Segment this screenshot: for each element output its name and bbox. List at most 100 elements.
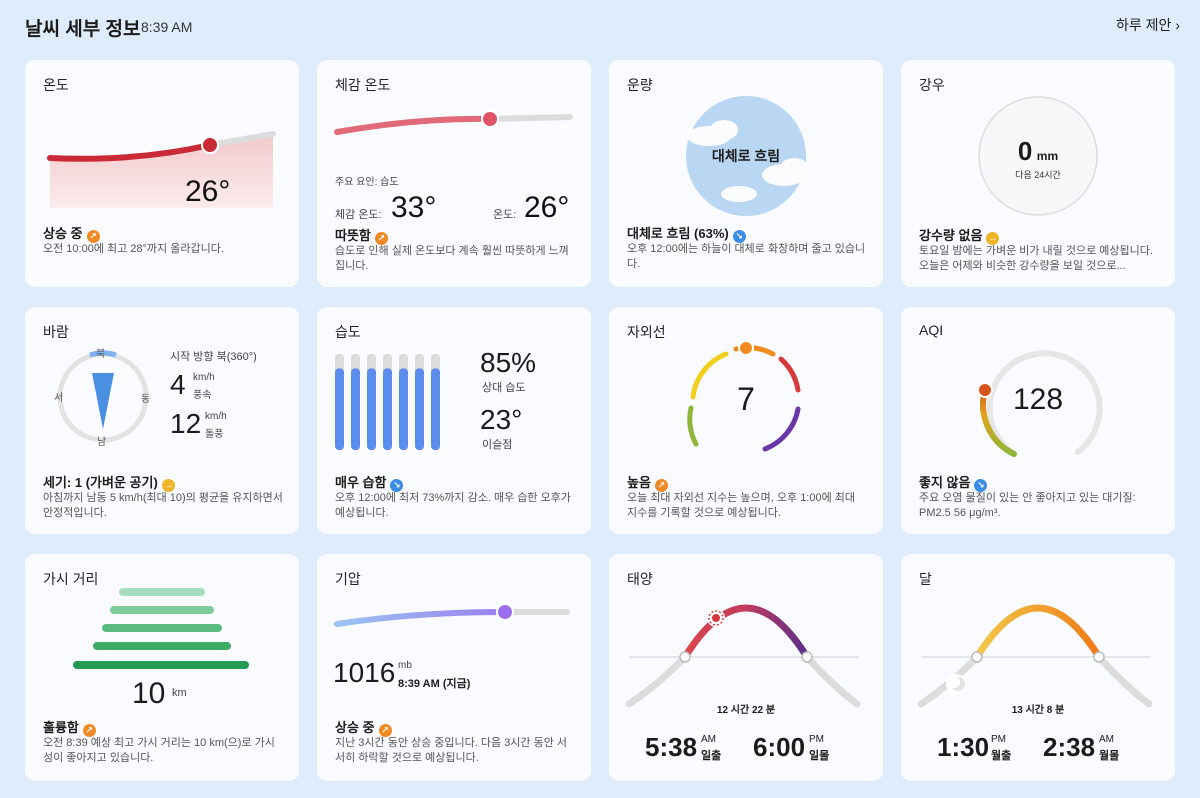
rainfall-card[interactable]: 강우 0 mm 다음 24시간 강수량 없음 → 토요일 밤에는 가벼운 비가 내…: [901, 60, 1175, 287]
summary-text: 세기: 1 (가벼운 공기): [43, 475, 158, 490]
rain-unit: mm: [1036, 149, 1059, 163]
dew-point-label: 이슬점: [482, 439, 513, 451]
summary-text: 대체로 흐림 (63%): [627, 226, 729, 241]
feels-value: 33°: [391, 191, 437, 224]
moon-duration: 13 시간 8 분: [1011, 705, 1065, 716]
humidity-label: 상대 습도: [482, 382, 526, 394]
trend-flat-icon: →: [986, 232, 1000, 245]
wind-gust: 12: [170, 408, 202, 439]
rain-amount: 0 mm: [901, 136, 1175, 167]
rain-period: 다음 24시간: [1015, 170, 1061, 180]
visibility-chart: [73, 588, 249, 669]
wind-direction: 시작 방향 북(360°): [170, 351, 257, 363]
cloud-center-label: 대체로 흐림: [711, 148, 781, 164]
summary-text: 상승 중: [335, 720, 375, 735]
trend-down-icon: ↘: [732, 230, 746, 243]
card-title: 습도: [335, 324, 361, 340]
trend-up-icon: ↗: [82, 724, 96, 737]
temperature-summary: 상승 중 ↗: [43, 223, 100, 243]
trend-up-icon: ↗: [374, 232, 388, 245]
humidity-bar: [351, 368, 360, 450]
aqi-summary: 좋지 않음 ↘: [919, 472, 988, 492]
pressure-card[interactable]: 기압 1016 mb 8:39 AM (지금) 상승 중 ↗ 지난 3시간 동안 …: [317, 554, 591, 781]
humidity-bar: [415, 368, 424, 450]
moonrise-time: 1:30: [937, 732, 990, 762]
summary-text: 매우 습함: [335, 475, 387, 490]
aqi-desc: 주요 오염 물질이 있는 안 좋아지고 있는 대기질: PM2.5 56 μg/…: [919, 492, 1136, 519]
wind-desc: 아침까지 남동 5 km/h(최대 10)의 평균을 유지하면서 안정적입니다.: [43, 492, 283, 519]
wind-speed: 4: [170, 369, 186, 400]
compass-east: 동: [141, 394, 151, 405]
card-title: 바람: [43, 324, 69, 340]
humidity-desc: 오후 12:00에 최저 73%까지 감소. 매우 습한 오후가 예상됩니다.: [335, 492, 571, 519]
visibility-summary: 훌륭함 ↗: [43, 717, 96, 737]
humidity-bar: [399, 368, 408, 450]
temperature-desc: 오전 10:00에 최고 28°까지 올라갑니다.: [43, 243, 224, 255]
temperature-value: 26°: [185, 175, 231, 208]
cloud-desc: 오후 12:00에는 하늘이 대체로 화창하며 줄고 있습니다.: [627, 243, 866, 270]
temperature-card[interactable]: 온도 26° 상승 중 ↗ 오전 10:00에 최고 28°까지 올라갑니다.: [25, 60, 299, 287]
sunset-ampm: PM: [809, 734, 824, 745]
uv-value: 7: [737, 381, 755, 417]
feels-like-chart: [334, 110, 573, 135]
wind-card[interactable]: 바람 북 동 남 서 시작 방향 북(360°) 4 km/h 풍속 12 km…: [25, 307, 299, 534]
humidity-bar: [367, 368, 376, 450]
wind-summary: 세기: 1 (가벼운 공기) →: [43, 472, 175, 492]
visibility-card[interactable]: 가시 거리 10 km 훌륭함 ↗ 오전 8:39 예상 최고 가시 거리는 10…: [25, 554, 299, 781]
rain-summary: 강수량 없음 →: [919, 225, 1000, 245]
rain-desc: 토요일 밤에는 가벼운 비가 내릴 것으로 예상됩니다. 오늘은 어제와 비슷한…: [919, 245, 1153, 272]
card-title: 운량: [627, 77, 653, 93]
feels-label: 체감 온도:: [335, 209, 382, 221]
moonrise-ampm: PM: [991, 734, 1006, 745]
summary-text: 강수량 없음: [919, 228, 983, 243]
pressure-value: 1016: [333, 657, 396, 688]
actual-temp-label: 온도:: [493, 209, 517, 221]
actual-temp-value: 26°: [524, 191, 570, 224]
summary-text: 훌륭함: [43, 720, 79, 735]
humidity-card[interactable]: 습도 85% 상대 습도 23° 이슬점 매우 습함 ↘ 오후 12:00에 최저…: [317, 307, 591, 534]
card-title: 달: [919, 571, 932, 587]
moonset-ampm: AM: [1099, 734, 1114, 745]
humidity-bar: [335, 368, 344, 450]
visibility-unit: km: [172, 687, 187, 699]
visibility-desc: 오전 8:39 예상 최고 가시 거리는 10 km(으)로 가시성이 좋아지고…: [43, 737, 275, 764]
sun-arc-chart: [625, 604, 861, 708]
uv-gauge: [687, 340, 801, 452]
compass-west: 서: [54, 393, 64, 404]
trend-up-icon: ↗: [378, 724, 392, 737]
moon-card[interactable]: 달 13 시간 8 분 1:30 PM 월출 2:38 AM 월몰: [901, 554, 1175, 781]
pressure-time: 8:39 AM (지금): [398, 678, 471, 690]
moonset-time: 2:38: [1043, 732, 1096, 762]
trend-flat-icon: →: [161, 479, 175, 492]
compass-south: 남: [97, 437, 107, 448]
visibility-value: 10: [132, 677, 166, 710]
card-title: 태양: [627, 571, 653, 587]
uv-card[interactable]: 자외선 7 높음 ↗ 오늘 최대 자외선 지수는 높으며, 오후 1:00에 최대…: [609, 307, 883, 534]
cloud-cover-chart: [686, 96, 808, 216]
humidity-summary: 매우 습함 ↘: [335, 472, 404, 492]
uv-desc: 오늘 최대 자외선 지수는 높으며, 오후 1:00에 최대 지수를 기록할 것…: [627, 492, 856, 519]
trend-down-icon: ↘: [390, 479, 404, 492]
sun-card[interactable]: 태양 12 시간 22 분 5:38 AM 일출 6:00 PM 일몰: [609, 554, 883, 781]
feels-like-card[interactable]: 체감 온도 주요 요인: 습도 체감 온도: 33° 온도: 26° 따뜻함 ↗ …: [317, 60, 591, 287]
page-title: 날씨 세부 정보: [25, 19, 141, 40]
feels-desc: 습도로 인해 실제 온도보다 계속 훨씬 따뜻하게 느껴집니다.: [335, 245, 569, 272]
sunrise-ampm: AM: [701, 734, 716, 745]
moonset-label: 월몰: [1099, 750, 1120, 762]
sunset-time: 6:00: [753, 732, 806, 762]
wind-speed-label: 풍속: [193, 390, 212, 401]
uv-summary: 높음 ↗: [627, 472, 668, 492]
card-title: 자외선: [627, 324, 666, 340]
wind-gust-unit: km/h: [205, 411, 227, 422]
aqi-card[interactable]: AQI 128 좋지 않음 ↘ 주요 오염 물질이 있는 안 좋아지고 있는 대기…: [901, 307, 1175, 534]
moon-arc-chart: [917, 604, 1153, 708]
cloud-cover-card[interactable]: 운량 대체로 흐림 대체로 흐림 (63%) ↘ 오후 12:00에는 하늘이 대…: [609, 60, 883, 287]
summary-text: 좋지 않음: [919, 475, 971, 490]
header-time: 8:39 AM: [141, 19, 193, 35]
cloud-summary: 대체로 흐림 (63%) ↘: [627, 223, 746, 243]
day-suggestion-link[interactable]: 하루 제안 ›: [1116, 17, 1180, 33]
card-title: 온도: [43, 77, 69, 93]
aqi-gauge: [977, 350, 1103, 457]
card-title: 강우: [919, 77, 945, 93]
humidity-bars: [335, 354, 440, 450]
